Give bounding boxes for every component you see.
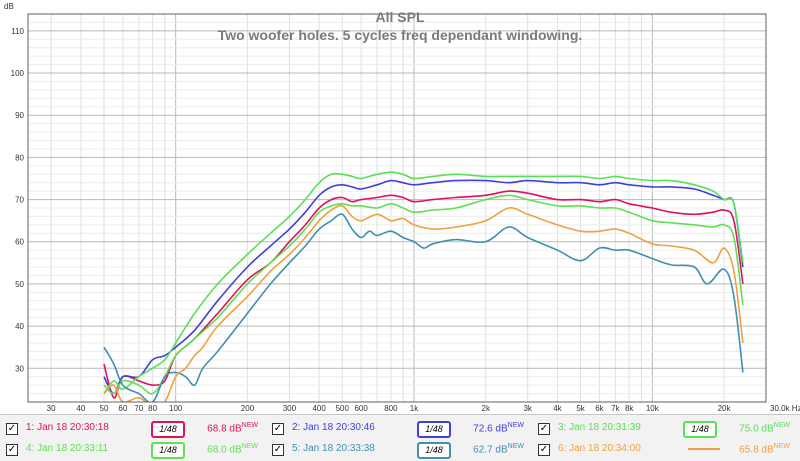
x-tick-label: 50 — [100, 404, 109, 413]
x-tick-label: 60 — [118, 404, 127, 413]
legend-checkbox[interactable]: ✓ — [6, 444, 18, 456]
legend-level: 68.0 dBNEW — [202, 443, 258, 455]
y-tick-label: 80 — [15, 153, 24, 162]
legend-label: 6: Jan 18 20:34:00 — [558, 443, 641, 454]
legend-label: 5: Jan 18 20:33:38 — [292, 443, 375, 454]
smoothing-button[interactable]: 1/48 — [417, 442, 451, 459]
legend-level-value: 75.0 dB — [739, 423, 774, 435]
legend-label: 1: Jan 18 20:30:18 — [26, 422, 109, 433]
legend-level: 62.7 dBNEW — [468, 443, 524, 455]
legend-new-tag: NEW — [507, 422, 524, 429]
legend-level-value: 65.8 dB — [739, 444, 774, 456]
legend-item-5: ✓ 5: Jan 18 20:33:38 1/48 62.7 dBNEW — [272, 439, 534, 459]
legend-checkbox[interactable]: ✓ — [538, 444, 550, 456]
smoothing-button[interactable]: 1/48 — [151, 421, 185, 438]
x-tick-label: 10k — [646, 404, 660, 413]
x-tick-label: 30.0k Hz — [770, 404, 800, 413]
y-tick-label: 90 — [15, 111, 24, 120]
legend-panel: ✓ 1: Jan 18 20:30:18 1/48 68.8 dBNEW ✓ 2: Jan… — [0, 414, 800, 461]
x-tick-label: 200 — [241, 404, 255, 413]
series-line-3 — [103, 171, 744, 395]
grid — [28, 13, 767, 403]
x-tick-label: 100 — [169, 404, 183, 413]
x-tick-label: 7k — [611, 404, 620, 413]
legend-line-swatch — [688, 448, 720, 450]
y-tick-label: 60 — [15, 238, 24, 247]
y-tick-label: 70 — [15, 196, 24, 205]
legend-item-4: ✓ 4: Jan 18 20:33:11 1/48 68.0 dBNEW — [6, 439, 268, 459]
legend-new-tag: NEW — [507, 443, 524, 450]
legend-item-3: ✓ 3: Jan 18 20:31:39 1/48 75.0 dBNEW — [538, 418, 800, 438]
legend-label: 3: Jan 18 20:31:39 — [558, 422, 641, 433]
legend-level-value: 62.7 dB — [473, 444, 508, 456]
legend-item-6: ✓ 6: Jan 18 20:34:00 65.8 dBNEW — [538, 439, 800, 459]
x-tick-label: 2k — [482, 404, 491, 413]
x-tick-label: 800 — [384, 404, 398, 413]
legend-new-tag: NEW — [241, 443, 258, 450]
legend-item-2: ✓ 2: Jan 18 20:30:46 1/48 72.6 dBNEW — [272, 418, 534, 438]
smoothing-button[interactable]: 1/48 — [417, 421, 451, 438]
smoothing-button[interactable]: 1/48 — [683, 421, 717, 438]
legend-new-tag: NEW — [241, 422, 258, 429]
legend-item-1: ✓ 1: Jan 18 20:30:18 1/48 68.8 dBNEW — [6, 418, 268, 438]
legend-label: 2: Jan 18 20:30:46 — [292, 422, 375, 433]
chart-subtitle: Two woofer holes. 5 cycles freq dependan… — [218, 27, 583, 43]
x-tick-label: 3k — [523, 404, 532, 413]
legend-checkbox[interactable]: ✓ — [538, 423, 550, 435]
x-tick-label: 40 — [76, 404, 85, 413]
y-tick-label: 110 — [11, 27, 24, 36]
x-tick-label: 600 — [354, 404, 368, 413]
series-line-6 — [103, 204, 744, 402]
legend-checkbox[interactable]: ✓ — [272, 444, 284, 456]
legend-checkbox[interactable]: ✓ — [272, 423, 284, 435]
series-line-5 — [103, 213, 744, 402]
x-tick-label: 4k — [553, 404, 562, 413]
y-tick-label: 30 — [15, 364, 24, 373]
x-tick-label: 70 — [134, 404, 143, 413]
legend-level: 68.8 dBNEW — [202, 422, 258, 434]
legend-new-tag: NEW — [773, 443, 790, 450]
legend-level: 75.0 dBNEW — [734, 422, 790, 434]
legend-level-value: 68.0 dB — [207, 444, 242, 456]
x-tick-label: 500 — [336, 404, 350, 413]
x-tick-label: 5k — [576, 404, 585, 413]
x-tick-label: 1k — [410, 404, 419, 413]
x-tick-label: 20k — [718, 404, 732, 413]
x-tick-label: 400 — [312, 404, 326, 413]
x-tick-label: 80 — [148, 404, 157, 413]
series-line-2 — [103, 179, 744, 395]
x-tick-label: 6k — [595, 404, 604, 413]
y-tick-label: 50 — [15, 280, 24, 289]
legend-level: 65.8 dBNEW — [734, 443, 790, 455]
legend-checkbox[interactable]: ✓ — [6, 423, 18, 435]
tick-labels: 30 40 50 60 70 80 100 200 300 400 500 600 800 1k 2k 3k 4… — [11, 27, 800, 413]
legend-level-value: 68.8 dB — [207, 423, 242, 435]
x-tick-label: 8k — [625, 404, 634, 413]
legend-label: 4: Jan 18 20:33:11 — [26, 443, 109, 454]
legend-new-tag: NEW — [773, 422, 790, 429]
y-tick-label: 40 — [15, 322, 24, 331]
legend-level-value: 72.6 dB — [473, 423, 508, 435]
x-tick-label: 300 — [283, 404, 297, 413]
series-layer — [103, 171, 744, 402]
y-tick-label: 100 — [11, 69, 25, 78]
x-tick-label: 30 — [47, 404, 56, 413]
smoothing-button[interactable]: 1/48 — [151, 442, 185, 459]
series-line-4 — [103, 194, 744, 395]
legend-level: 72.6 dBNEW — [468, 422, 524, 434]
spl-chart: 30 40 50 60 70 80 100 200 300 400 500 600 800 1k 2k 3k 4… — [4, 2, 800, 413]
chart-title: All SPL — [375, 9, 424, 25]
plot-frame — [27, 13, 767, 403]
y-axis-label: dB — [4, 2, 14, 11]
